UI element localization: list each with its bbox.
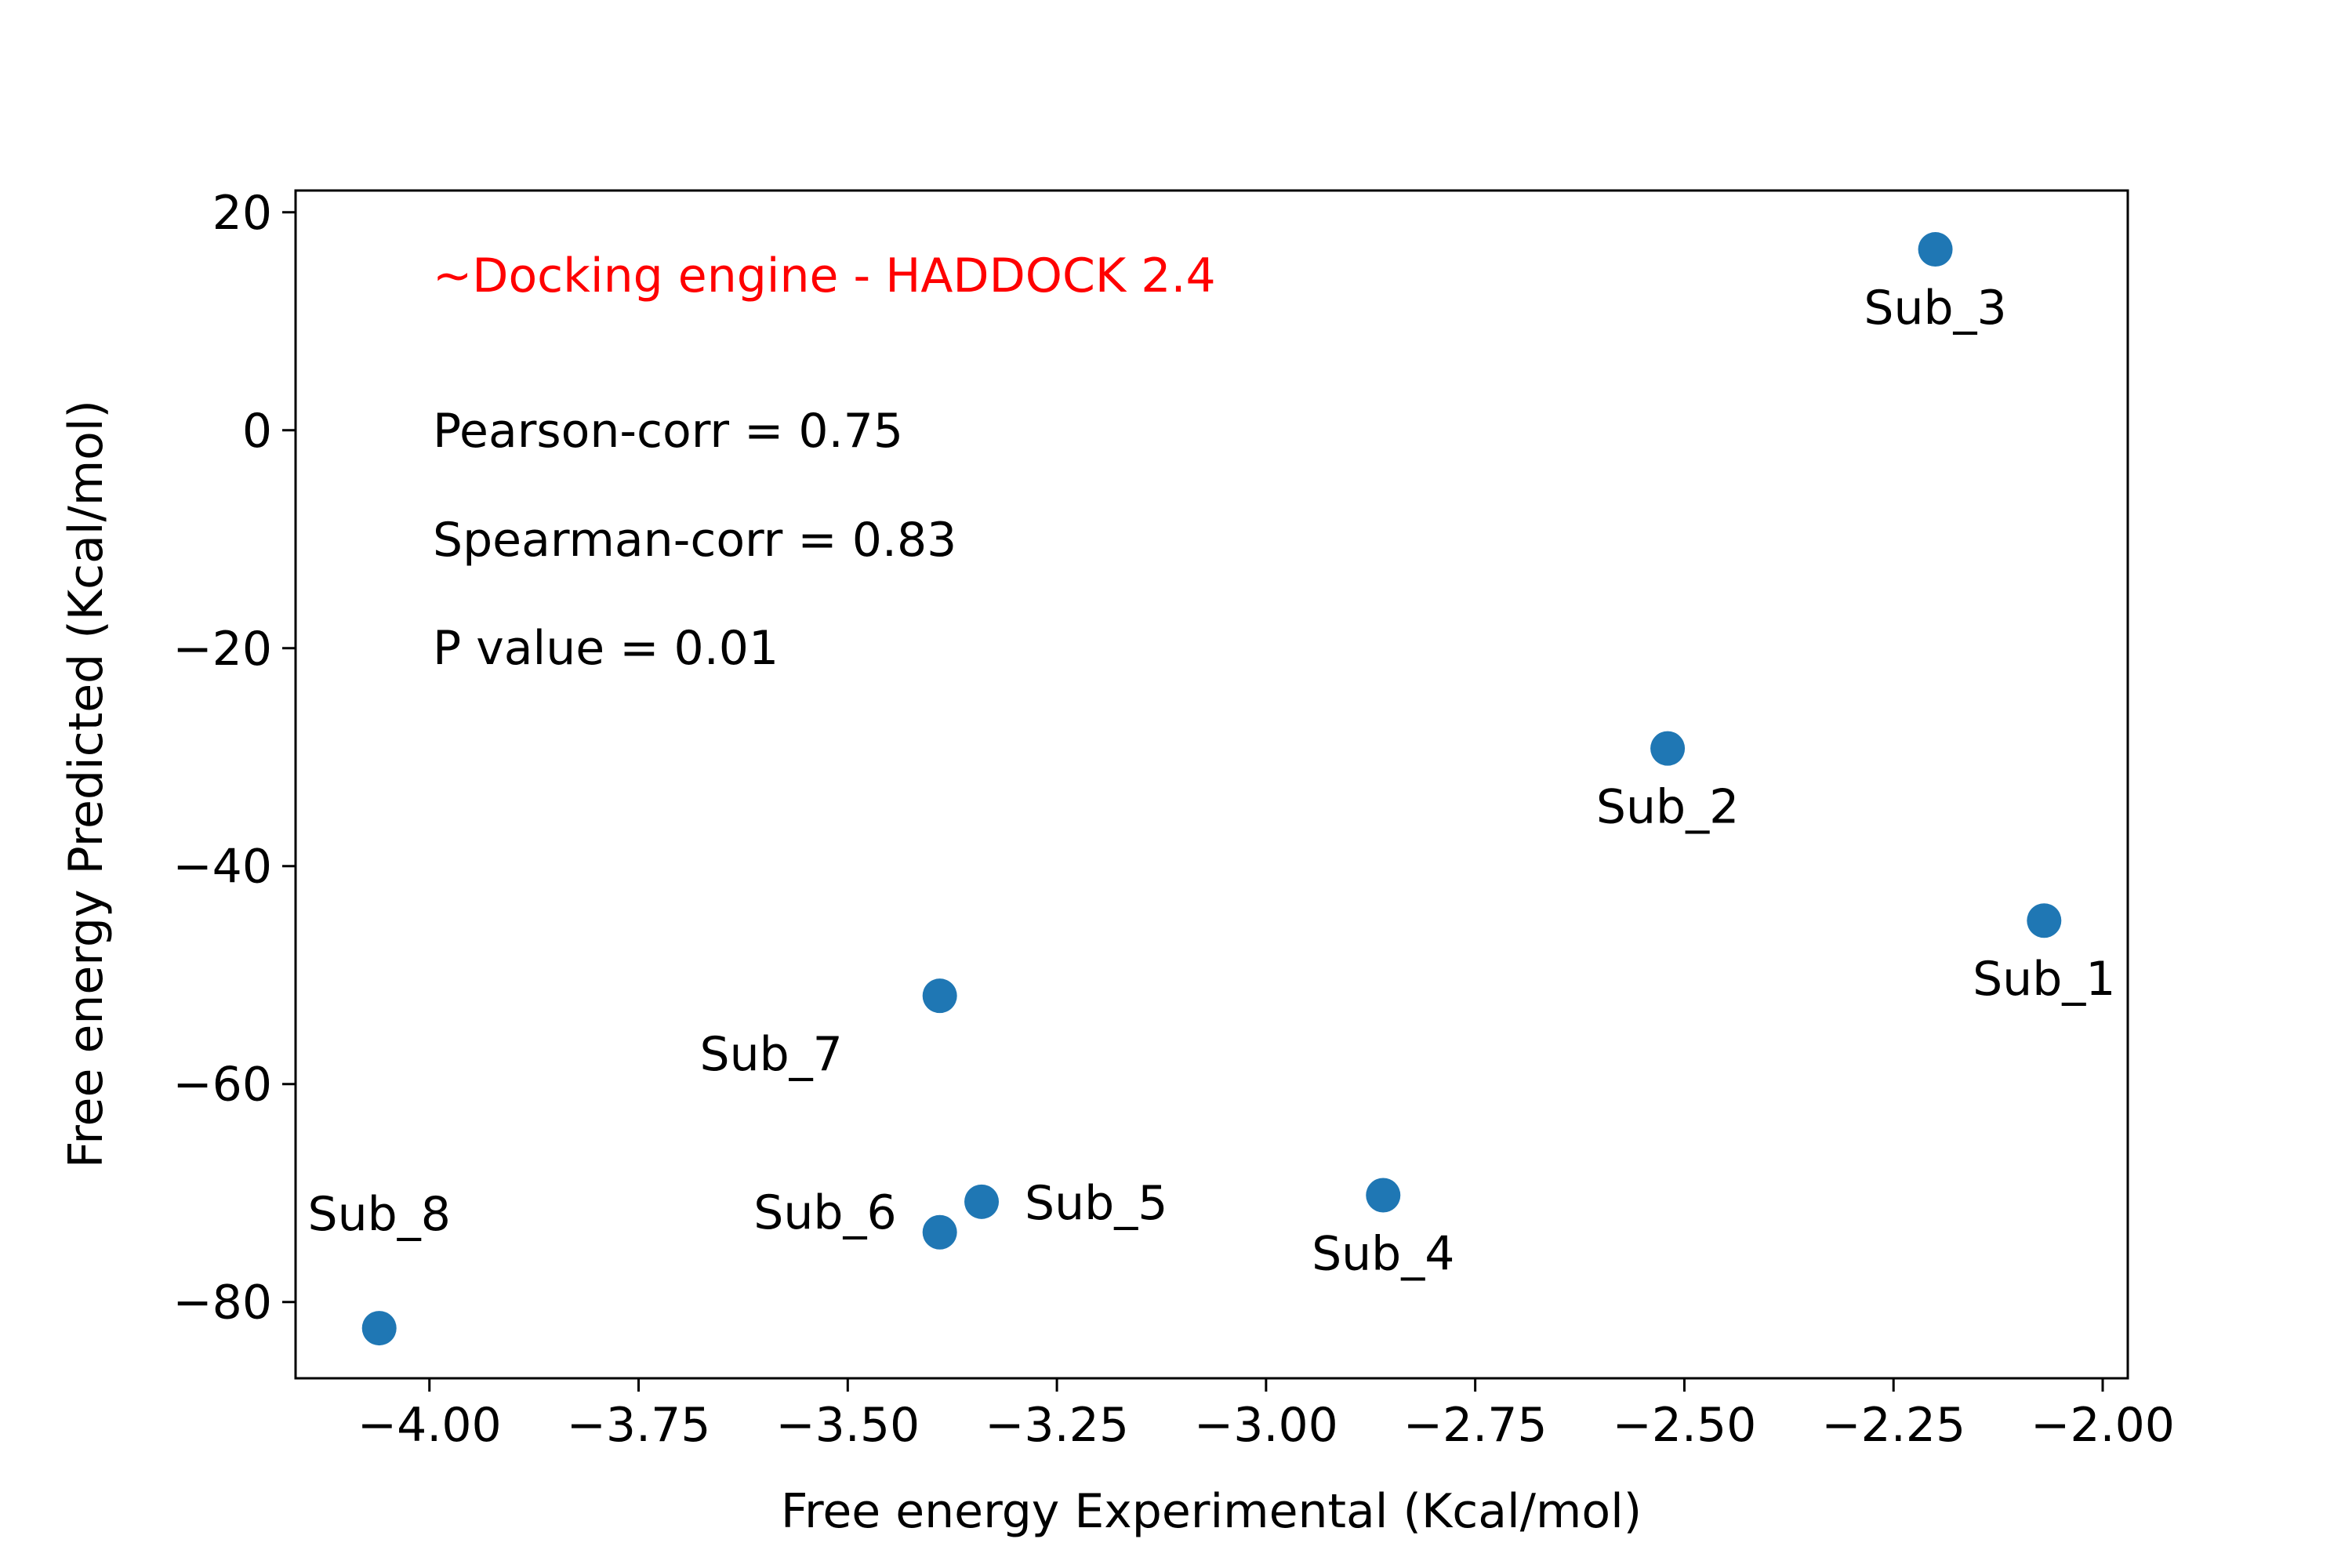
x-tick-label: −3.25 bbox=[985, 1398, 1129, 1453]
point-label: Sub_7 bbox=[699, 1027, 842, 1082]
x-tick-label: −2.25 bbox=[1821, 1398, 1965, 1453]
y-tick-label: 20 bbox=[212, 186, 272, 241]
y-axis: 20 0 −20 −40 −60 −80 bbox=[172, 186, 296, 1330]
x-tick-label: −2.50 bbox=[1612, 1398, 1756, 1453]
plot-area-frame bbox=[294, 189, 2129, 1380]
x-axis-label: Free energy Experimental (Kcal/mol) bbox=[781, 1484, 1642, 1539]
point-label: Sub_8 bbox=[308, 1187, 451, 1242]
data-point bbox=[922, 978, 957, 1014]
y-tick-label: 0 bbox=[242, 404, 272, 459]
point-label: Sub_3 bbox=[1864, 281, 2006, 336]
x-tick-label: −3.50 bbox=[775, 1398, 920, 1453]
annotation-text: ~Docking engine - HADDOCK 2.4 bbox=[433, 249, 1216, 303]
y-axis-label: Free energy Predicted (Kcal/mol) bbox=[59, 400, 114, 1168]
x-tick-label: −3.75 bbox=[567, 1398, 711, 1453]
data-point bbox=[1366, 1178, 1401, 1213]
x-tick-label: −4.00 bbox=[358, 1398, 502, 1453]
x-tick-label: −2.75 bbox=[1403, 1398, 1548, 1453]
y-tick-label: −60 bbox=[172, 1058, 272, 1112]
data-point bbox=[964, 1184, 1000, 1219]
point-label: Sub_1 bbox=[1973, 952, 2115, 1007]
data-point bbox=[922, 1214, 957, 1250]
x-tick-label: −3.00 bbox=[1194, 1398, 1338, 1453]
annotation-text: Pearson-corr = 0.75 bbox=[433, 404, 903, 459]
data-point bbox=[1650, 731, 1686, 766]
point-label: Sub_2 bbox=[1596, 780, 1739, 835]
data-points bbox=[361, 232, 2062, 1346]
point-label: Sub_6 bbox=[753, 1185, 896, 1240]
x-tick-label: −2.00 bbox=[2031, 1398, 2175, 1453]
y-tick-label: −20 bbox=[172, 622, 272, 677]
annotations: ~Docking engine - HADDOCK 2.4 Pearson-cor… bbox=[433, 249, 1216, 676]
point-label: Sub_4 bbox=[1312, 1226, 1454, 1281]
point-label: Sub_5 bbox=[1025, 1176, 1167, 1231]
y-tick-label: −40 bbox=[172, 840, 272, 895]
annotation-text: Spearman-corr = 0.83 bbox=[433, 513, 956, 568]
y-tick-label: −80 bbox=[172, 1276, 272, 1330]
point-labels: Sub_1 Sub_2 Sub_3 Sub_4 Sub_5 Sub_6 Sub_7 Sub_8 bbox=[308, 281, 2116, 1281]
x-axis: −4.00 −3.75 −3.50 −3.25 −3.00 −2.75 −2.50 −2.25… bbox=[358, 1378, 2175, 1453]
annotation-text: P value = 0.01 bbox=[433, 621, 779, 676]
data-point bbox=[2027, 903, 2062, 938]
data-point bbox=[361, 1311, 397, 1346]
data-point bbox=[1918, 232, 1953, 267]
